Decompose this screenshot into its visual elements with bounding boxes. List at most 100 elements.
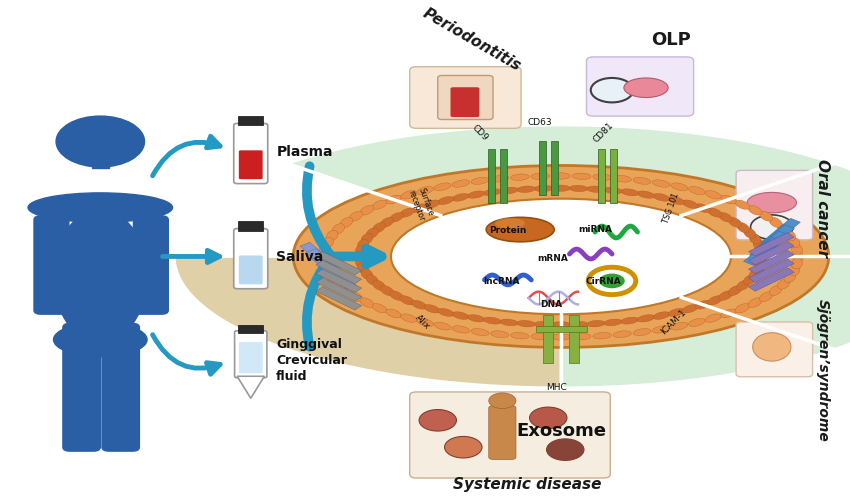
- Ellipse shape: [688, 319, 705, 327]
- Bar: [749, 269, 794, 292]
- FancyBboxPatch shape: [63, 324, 100, 451]
- Ellipse shape: [748, 298, 762, 308]
- Ellipse shape: [54, 210, 147, 342]
- Bar: [756, 225, 795, 253]
- Ellipse shape: [372, 281, 385, 291]
- Ellipse shape: [322, 266, 333, 276]
- Ellipse shape: [706, 314, 722, 323]
- Circle shape: [591, 79, 633, 103]
- Ellipse shape: [386, 309, 401, 318]
- Ellipse shape: [326, 273, 338, 283]
- Ellipse shape: [452, 194, 469, 202]
- Bar: [312, 256, 351, 284]
- FancyBboxPatch shape: [239, 256, 263, 285]
- Text: Plasma: Plasma: [276, 145, 332, 159]
- Ellipse shape: [624, 79, 668, 98]
- Text: miRNA: miRNA: [578, 224, 612, 233]
- FancyBboxPatch shape: [234, 229, 268, 289]
- Bar: [238, 221, 264, 231]
- Ellipse shape: [349, 292, 363, 302]
- Ellipse shape: [620, 189, 638, 196]
- Ellipse shape: [737, 281, 750, 291]
- Ellipse shape: [749, 270, 761, 280]
- Ellipse shape: [372, 201, 387, 210]
- Text: Systemic disease: Systemic disease: [453, 476, 601, 491]
- Ellipse shape: [517, 321, 536, 327]
- Ellipse shape: [769, 286, 782, 296]
- Ellipse shape: [471, 329, 489, 336]
- Ellipse shape: [360, 206, 374, 215]
- Ellipse shape: [572, 174, 591, 180]
- Circle shape: [599, 274, 625, 289]
- Ellipse shape: [438, 197, 454, 205]
- Ellipse shape: [490, 176, 509, 183]
- Ellipse shape: [695, 204, 711, 213]
- Ellipse shape: [534, 322, 552, 328]
- Text: MHC: MHC: [547, 382, 567, 391]
- Ellipse shape: [355, 245, 366, 257]
- Ellipse shape: [293, 166, 829, 348]
- Ellipse shape: [753, 240, 764, 250]
- Ellipse shape: [604, 320, 622, 326]
- Ellipse shape: [707, 296, 722, 305]
- Ellipse shape: [633, 329, 651, 336]
- Bar: [610, 150, 617, 204]
- Ellipse shape: [721, 309, 736, 318]
- Ellipse shape: [361, 270, 373, 280]
- FancyBboxPatch shape: [586, 58, 694, 117]
- Ellipse shape: [349, 212, 363, 222]
- Ellipse shape: [744, 228, 756, 239]
- Ellipse shape: [319, 252, 330, 263]
- FancyBboxPatch shape: [736, 322, 813, 377]
- Ellipse shape: [784, 231, 796, 241]
- Polygon shape: [241, 378, 261, 395]
- Ellipse shape: [744, 275, 756, 286]
- Bar: [488, 150, 495, 204]
- Ellipse shape: [360, 298, 374, 308]
- Ellipse shape: [389, 291, 404, 301]
- Ellipse shape: [718, 213, 733, 222]
- Ellipse shape: [570, 322, 588, 328]
- Bar: [762, 219, 801, 247]
- Circle shape: [489, 393, 516, 409]
- Ellipse shape: [753, 264, 764, 274]
- Ellipse shape: [737, 223, 750, 233]
- Ellipse shape: [340, 218, 353, 228]
- Text: Exosome: Exosome: [516, 421, 606, 439]
- Text: Surface
receptor: Surface receptor: [406, 185, 435, 222]
- Bar: [238, 326, 264, 334]
- Text: OLP: OLP: [652, 31, 691, 49]
- Bar: [92, 154, 109, 169]
- Ellipse shape: [683, 305, 698, 313]
- Bar: [551, 142, 558, 196]
- Text: Protein: Protein: [489, 225, 526, 234]
- Bar: [316, 279, 361, 302]
- Ellipse shape: [511, 174, 530, 181]
- Ellipse shape: [534, 186, 552, 192]
- Text: Alix: Alix: [413, 312, 432, 331]
- Polygon shape: [750, 257, 850, 350]
- Ellipse shape: [400, 296, 415, 305]
- Ellipse shape: [718, 291, 733, 301]
- FancyBboxPatch shape: [489, 406, 516, 459]
- Ellipse shape: [671, 323, 688, 330]
- Ellipse shape: [671, 183, 688, 191]
- Text: CirRNA: CirRNA: [586, 277, 621, 286]
- Ellipse shape: [735, 304, 750, 313]
- Ellipse shape: [380, 286, 394, 296]
- Ellipse shape: [613, 331, 632, 338]
- Ellipse shape: [638, 191, 654, 199]
- Bar: [539, 142, 546, 196]
- Ellipse shape: [638, 315, 654, 322]
- Ellipse shape: [358, 240, 369, 250]
- FancyBboxPatch shape: [410, 68, 521, 129]
- FancyBboxPatch shape: [410, 392, 610, 478]
- Ellipse shape: [552, 186, 570, 192]
- Ellipse shape: [366, 275, 378, 286]
- Bar: [744, 238, 783, 266]
- Ellipse shape: [759, 212, 773, 222]
- Ellipse shape: [791, 244, 802, 256]
- Polygon shape: [237, 377, 264, 398]
- Ellipse shape: [411, 301, 427, 310]
- Ellipse shape: [688, 187, 705, 195]
